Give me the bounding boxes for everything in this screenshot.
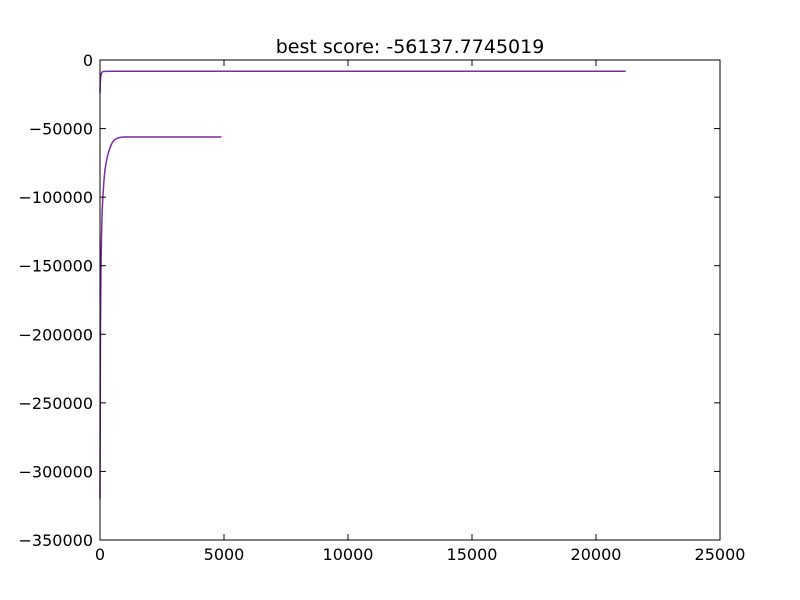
y-tick-label-2: −100000 xyxy=(19,188,93,207)
y-tick-label-7: −350000 xyxy=(19,531,93,550)
y-tick-label-5: −250000 xyxy=(19,394,93,413)
plot-frame xyxy=(99,59,721,541)
x-tick-label-3: 15000 xyxy=(447,545,498,564)
series-line-2 xyxy=(99,136,222,499)
x-tick-label-4: 20000 xyxy=(571,545,622,564)
y-tick-label-3: −150000 xyxy=(19,257,93,276)
chart-title: best score: -56137.7745019 xyxy=(276,36,545,58)
ticks-layer: 0 5000 10000 15000 20000 25000 0 −50000 −100000 −… xyxy=(19,51,746,564)
x-tick-label-1: 5000 xyxy=(204,545,245,564)
series-line-1 xyxy=(99,70,626,93)
y-tick-label-6: −300000 xyxy=(19,462,93,481)
y-tick-label-1: −50000 xyxy=(29,120,93,139)
y-tick-label-0: 0 xyxy=(83,51,93,70)
y-tick-label-4: −200000 xyxy=(19,325,93,344)
x-tick-label-5: 25000 xyxy=(695,545,746,564)
x-tick-label-2: 10000 xyxy=(323,545,374,564)
x-tick-label-0: 0 xyxy=(95,545,105,564)
series-layer xyxy=(99,70,626,499)
